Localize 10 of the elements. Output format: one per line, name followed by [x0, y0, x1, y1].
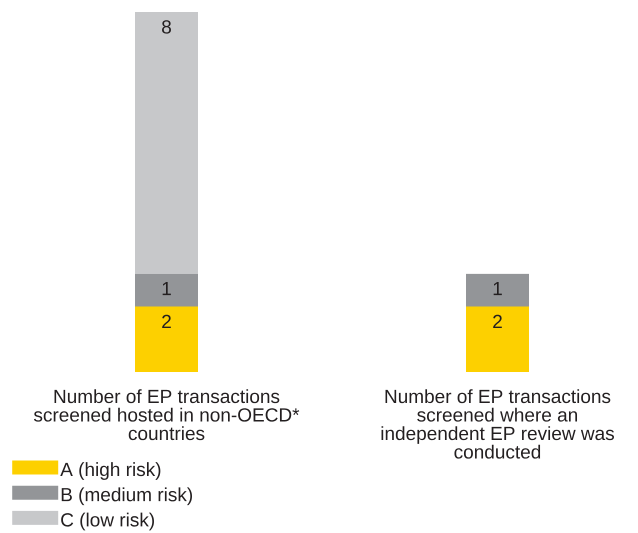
legend-label: A (high risk): [60, 462, 160, 480]
data-label: 2: [162, 314, 171, 328]
data-label: 2: [493, 314, 502, 328]
legend-label: C (low risk): [61, 512, 154, 530]
x-tick-label: Number of EP transactions screened where an independent EP review was conducted: [382, 389, 614, 459]
data-label: 1: [162, 282, 171, 296]
x-tick-label: Number of EP transactions screened hosted in non-OECD* countries: [34, 389, 300, 440]
legend-label: B (medium risk): [62, 487, 192, 506]
data-label: 1: [494, 282, 502, 296]
data-label: 8: [162, 20, 171, 34]
